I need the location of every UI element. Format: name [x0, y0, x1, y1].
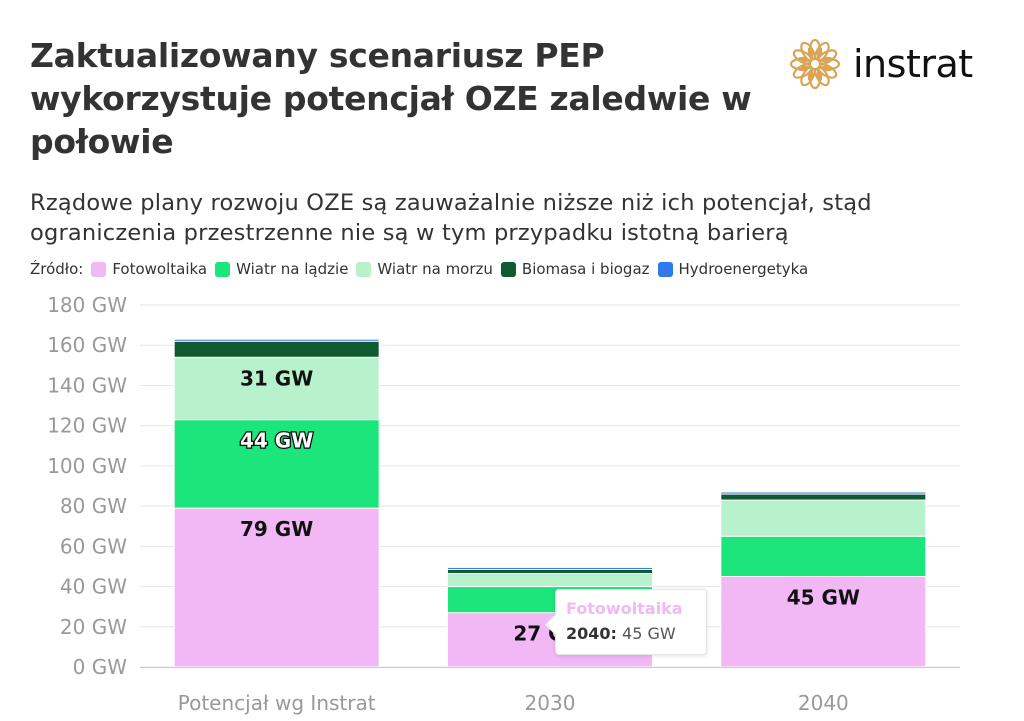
legend-label: Fotowoltaika [112, 260, 208, 278]
bar-segment [720, 535, 927, 577]
logo-text: instrat [853, 42, 973, 86]
y-tick-label: 0 GW [73, 655, 128, 679]
y-tick-label: 40 GW [60, 575, 127, 599]
chart-subtitle: Rządowe plany rozwoju OZE są zauważalnie… [30, 190, 872, 246]
tooltip: Fotowoltaika 2040: 45 GW [555, 589, 707, 655]
data-label: 44 GW [240, 429, 313, 453]
bar-segment [173, 507, 380, 668]
y-tick-label: 100 GW [47, 454, 127, 478]
y-tick-label: 60 GW [60, 534, 127, 558]
data-label: 45 GW [787, 586, 860, 610]
bar-segment [173, 338, 380, 342]
legend-source-label: Źródło: [30, 260, 84, 278]
legend-swatch [356, 261, 372, 277]
legend-label: Wiatr na morzu [377, 260, 493, 278]
bar-segment [173, 340, 380, 358]
y-tick-label: 140 GW [47, 373, 127, 397]
legend-label: Wiatr na lądzie [236, 260, 349, 278]
legend-swatch [215, 261, 231, 277]
legend: Źródło: Fotowoltaika Wiatr na lądzie Wiatr… [30, 260, 808, 278]
legend-swatch [657, 261, 673, 277]
instrat-logo: instrat [789, 38, 973, 90]
legend-item[interactable]: Biomasa i biogaz [500, 260, 650, 278]
y-tick-label: 160 GW [47, 333, 127, 357]
bar-segment [447, 568, 653, 574]
data-label: 31 GW [240, 366, 313, 390]
x-tick-label: 2040 [798, 691, 849, 715]
bar-segment [447, 566, 653, 570]
legend-swatch [500, 261, 516, 277]
y-tick-label: 180 GW [47, 293, 127, 317]
legend-item[interactable]: Wiatr na lądzie [215, 260, 348, 278]
y-tick-label: 80 GW [60, 494, 127, 518]
x-tick-label: Potencjał wg Instrat [178, 691, 376, 715]
data-label: 79 GW [240, 517, 313, 541]
bar-segment [173, 356, 380, 421]
bar-segment [720, 499, 927, 537]
bar-segment [720, 576, 927, 668]
sunflower-icon [789, 38, 841, 90]
legend-label: Biomasa i biogaz [521, 260, 650, 278]
bar-segment [447, 572, 653, 588]
legend-item[interactable]: Wiatr na morzu [356, 260, 493, 278]
legend-label: Hydroenergetyka [678, 260, 809, 278]
legend-item[interactable]: Hydroenergetyka [657, 260, 809, 278]
tooltip-series: Fotowoltaika [566, 599, 683, 618]
bar-segment [720, 493, 927, 501]
y-tick-label: 20 GW [60, 615, 127, 639]
legend-swatch [91, 261, 107, 277]
x-tick-label: 2030 [525, 691, 576, 715]
legend-item[interactable]: Fotowoltaika [91, 260, 207, 278]
y-tick-label: 120 GW [47, 414, 127, 438]
bar-segment [720, 491, 927, 495]
tooltip-category: 2040: [566, 624, 617, 643]
chart-title: Zaktualizowany scenariusz PEP wykorzystu… [30, 36, 752, 161]
bar-segment [173, 419, 380, 509]
tooltip-value: 45 GW [622, 624, 676, 643]
